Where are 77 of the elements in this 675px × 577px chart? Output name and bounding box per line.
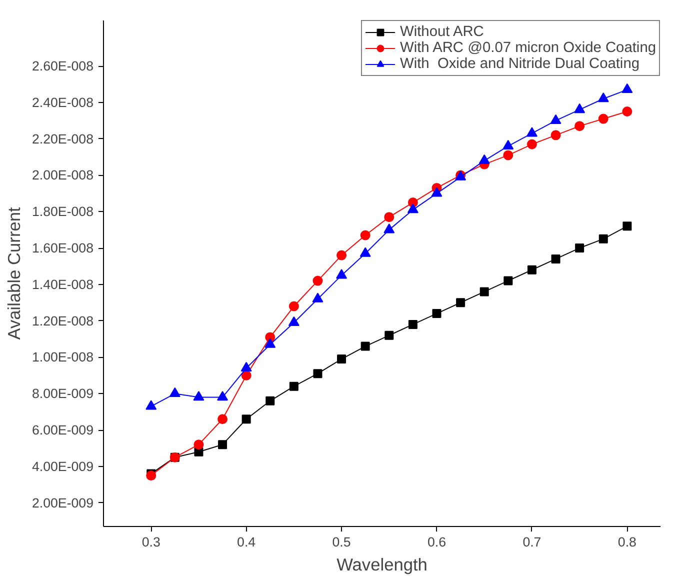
- point: [288, 301, 299, 312]
- point: [241, 370, 252, 380]
- point: [551, 254, 560, 264]
- y-tick-label: 1.60E-008: [32, 240, 94, 256]
- x-tick-label: 0.6: [427, 534, 446, 550]
- point: [504, 276, 513, 286]
- point: [218, 414, 228, 424]
- point: [526, 127, 538, 137]
- point: [312, 276, 323, 286]
- point: [217, 390, 228, 401]
- x-tick-label: 0.8: [618, 534, 636, 550]
- point: [550, 114, 562, 124]
- point: [526, 139, 537, 150]
- point: [622, 222, 632, 231]
- point: [598, 234, 608, 244]
- point: [622, 106, 632, 116]
- y-axis-title: Available Current: [4, 207, 24, 340]
- y-tick-label: 6.00E-009: [32, 422, 94, 438]
- y-tick-label: 2.40E-008: [32, 94, 94, 110]
- point: [622, 83, 633, 94]
- y-tick-label: 4.00E-009: [32, 458, 94, 474]
- y-tick-label: 2.60E-008: [32, 58, 94, 74]
- point: [193, 390, 204, 401]
- x-axis-title: Wavelength: [336, 554, 428, 574]
- point: [146, 400, 157, 410]
- y-tick-label: 1.80E-008: [32, 204, 94, 220]
- point: [336, 250, 347, 260]
- point: [146, 470, 156, 481]
- point: [312, 292, 324, 302]
- legend-label: With Oxide and Nitride Dual Coating: [400, 56, 640, 72]
- y-tick-label: 2.20E-008: [32, 131, 94, 146]
- point: [242, 414, 251, 424]
- y-tick-label: 1.00E-008: [32, 350, 94, 365]
- point: [550, 130, 561, 140]
- point: [336, 269, 348, 279]
- point: [407, 204, 418, 214]
- legend-label: With ARC @0.07 micron Oxide Coating: [400, 40, 656, 56]
- x-tick-label: 0.4: [237, 534, 256, 550]
- point: [431, 187, 442, 197]
- point: [456, 298, 466, 308]
- point: [480, 287, 489, 296]
- point: [337, 354, 346, 364]
- y-tick-label: 2.00E-009: [32, 495, 94, 510]
- point: [384, 224, 395, 234]
- point: [384, 330, 394, 340]
- point: [503, 150, 514, 160]
- x-tick-label: 0.5: [332, 534, 351, 550]
- point: [574, 103, 586, 114]
- point: [169, 387, 180, 398]
- x-tick-label: 0.3: [142, 534, 160, 550]
- point: [598, 92, 609, 102]
- point: [574, 121, 585, 132]
- point: [289, 382, 298, 391]
- point: [408, 320, 418, 329]
- point: [360, 230, 370, 240]
- point: [240, 362, 252, 372]
- point: [266, 396, 275, 406]
- point: [527, 265, 536, 274]
- legend-label: Without ARC: [400, 24, 484, 40]
- point: [194, 440, 204, 450]
- point: [478, 154, 490, 164]
- point: [360, 247, 371, 257]
- point: [502, 140, 514, 150]
- y-tick-label: 1.20E-008: [32, 313, 94, 328]
- point: [432, 309, 442, 318]
- point: [575, 244, 584, 253]
- x-tick-label: 0.7: [522, 534, 542, 550]
- point: [313, 369, 322, 378]
- y-tick-label: 2.00E-008: [32, 168, 94, 183]
- point: [360, 342, 370, 351]
- y-tick-label: 1.40E-008: [32, 276, 94, 292]
- y-tick-label: 8.00E-009: [32, 386, 94, 402]
- point: [264, 338, 276, 348]
- point: [218, 440, 228, 450]
- point: [598, 114, 608, 124]
- point: [288, 316, 300, 326]
- point: [384, 212, 394, 222]
